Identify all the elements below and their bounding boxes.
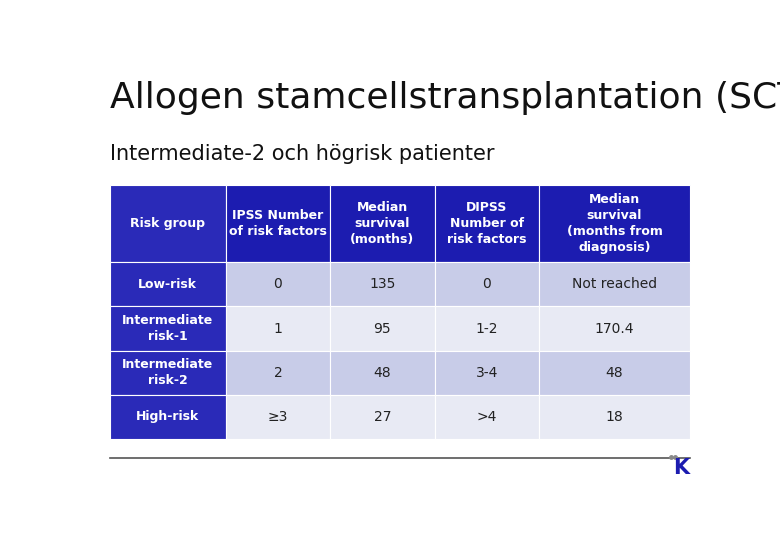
- Text: Median
survival
(months from
diagnosis): Median survival (months from diagnosis): [566, 193, 662, 254]
- FancyBboxPatch shape: [539, 350, 690, 395]
- Text: 0: 0: [482, 278, 491, 292]
- Text: Intermediate
risk-1: Intermediate risk-1: [122, 314, 213, 343]
- Text: 1-2: 1-2: [476, 322, 498, 335]
- Text: 135: 135: [369, 278, 395, 292]
- FancyBboxPatch shape: [434, 350, 539, 395]
- Text: 48: 48: [374, 366, 391, 380]
- FancyBboxPatch shape: [330, 307, 434, 350]
- FancyBboxPatch shape: [330, 185, 434, 262]
- FancyBboxPatch shape: [109, 185, 225, 262]
- FancyBboxPatch shape: [330, 350, 434, 395]
- FancyBboxPatch shape: [434, 307, 539, 350]
- Text: Median
survival
(months): Median survival (months): [350, 201, 414, 246]
- Text: IPSS Number
of risk factors: IPSS Number of risk factors: [229, 210, 327, 238]
- FancyBboxPatch shape: [109, 350, 225, 395]
- Text: Allogen stamcellstransplantation (SCT): Allogen stamcellstransplantation (SCT): [109, 82, 780, 116]
- FancyBboxPatch shape: [539, 395, 690, 439]
- Text: DIPSS
Number of
risk factors: DIPSS Number of risk factors: [447, 201, 526, 246]
- Text: ≥3: ≥3: [268, 410, 288, 424]
- FancyBboxPatch shape: [109, 307, 225, 350]
- Text: 170.4: 170.4: [594, 322, 634, 335]
- FancyBboxPatch shape: [109, 262, 225, 307]
- FancyBboxPatch shape: [434, 395, 539, 439]
- Text: >4: >4: [477, 410, 497, 424]
- FancyBboxPatch shape: [434, 185, 539, 262]
- FancyBboxPatch shape: [225, 350, 330, 395]
- FancyBboxPatch shape: [225, 395, 330, 439]
- Text: Intermediate
risk-2: Intermediate risk-2: [122, 358, 213, 387]
- FancyBboxPatch shape: [434, 262, 539, 307]
- FancyBboxPatch shape: [539, 185, 690, 262]
- Text: Low-risk: Low-risk: [138, 278, 197, 291]
- Text: 27: 27: [374, 410, 391, 424]
- Text: 18: 18: [605, 410, 623, 424]
- FancyBboxPatch shape: [109, 395, 225, 439]
- FancyBboxPatch shape: [225, 262, 330, 307]
- FancyBboxPatch shape: [539, 262, 690, 307]
- Text: High-risk: High-risk: [136, 410, 199, 423]
- Text: 2: 2: [274, 366, 282, 380]
- Text: Intermediate-2 och högrisk patienter: Intermediate-2 och högrisk patienter: [109, 144, 494, 164]
- Text: 95: 95: [374, 322, 391, 335]
- FancyBboxPatch shape: [225, 185, 330, 262]
- Text: Risk group: Risk group: [130, 217, 205, 231]
- Text: 3-4: 3-4: [476, 366, 498, 380]
- FancyBboxPatch shape: [330, 262, 434, 307]
- Text: K: K: [673, 458, 689, 478]
- FancyBboxPatch shape: [539, 307, 690, 350]
- Text: 1: 1: [274, 322, 282, 335]
- FancyBboxPatch shape: [330, 395, 434, 439]
- Text: 0: 0: [274, 278, 282, 292]
- Text: 48: 48: [605, 366, 623, 380]
- FancyBboxPatch shape: [225, 307, 330, 350]
- Text: Not reached: Not reached: [572, 278, 657, 292]
